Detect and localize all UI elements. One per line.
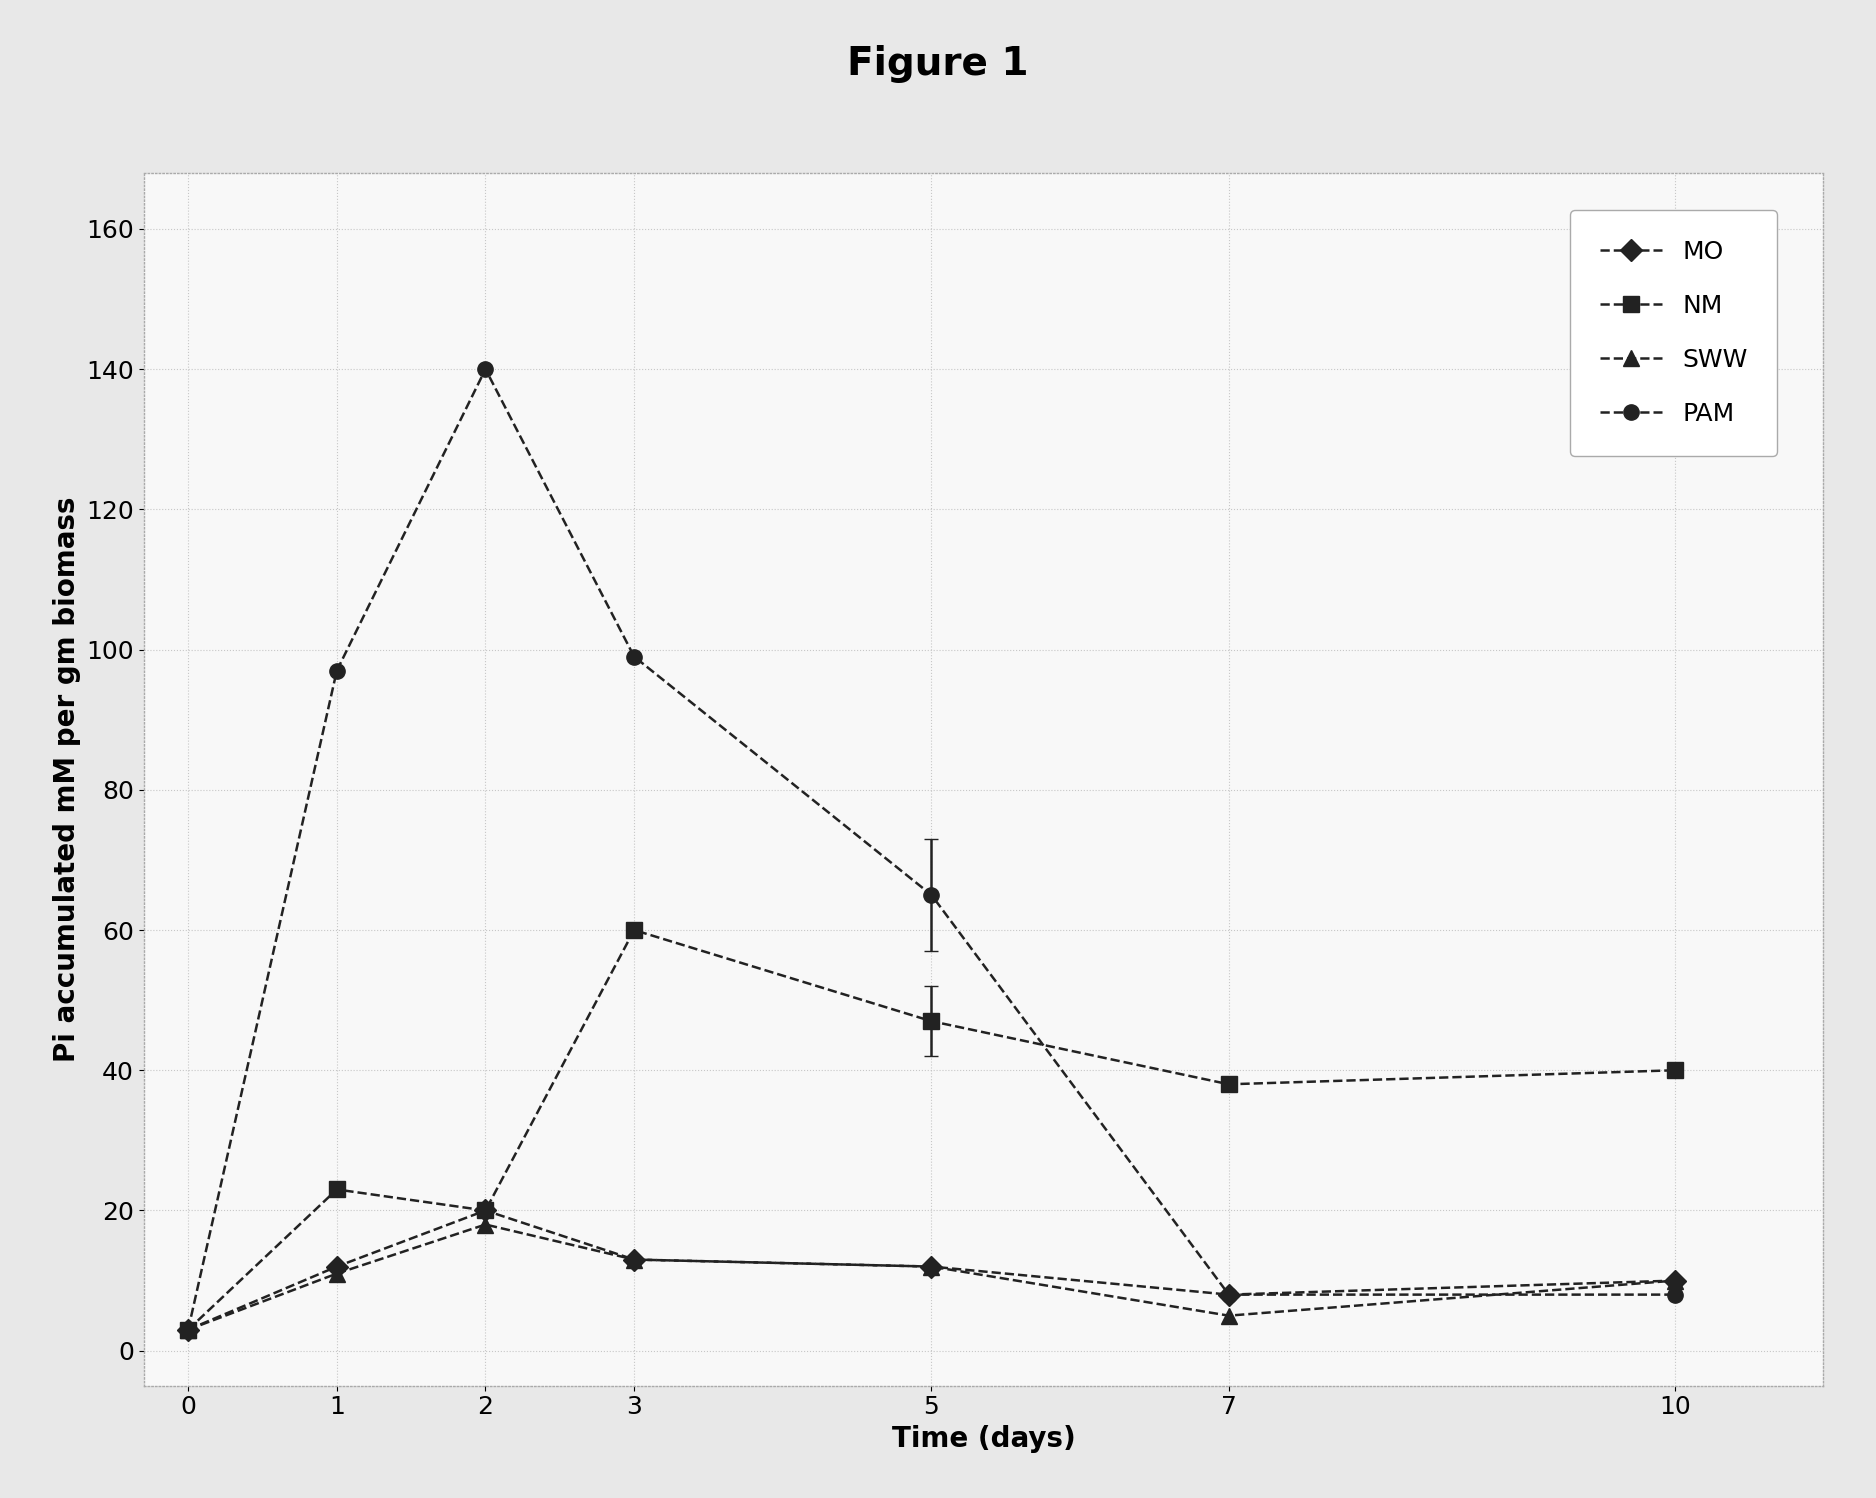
- SWW: [475, 1215, 497, 1233]
- Line: SWW: SWW: [180, 1216, 1683, 1338]
- Line: NM: NM: [180, 923, 1683, 1338]
- PAM: [1664, 1285, 1687, 1303]
- PAM: [1218, 1285, 1240, 1303]
- PAM: [475, 360, 497, 377]
- Line: MO: MO: [180, 1203, 1683, 1338]
- MO: [176, 1321, 199, 1339]
- PAM: [176, 1321, 199, 1339]
- PAM: [326, 662, 349, 680]
- MO: [1664, 1272, 1687, 1290]
- SWW: [1218, 1306, 1240, 1324]
- NM: [1664, 1061, 1687, 1079]
- Y-axis label: Pi accumulated mM per gm biomass: Pi accumulated mM per gm biomass: [53, 496, 81, 1062]
- SWW: [326, 1264, 349, 1282]
- NM: [623, 921, 645, 939]
- SWW: [623, 1251, 645, 1269]
- NM: [176, 1321, 199, 1339]
- SWW: [176, 1321, 199, 1339]
- NM: [1218, 1076, 1240, 1094]
- PAM: [921, 885, 944, 903]
- SWW: [1664, 1272, 1687, 1290]
- PAM: [623, 647, 645, 665]
- Legend: MO, NM, SWW, PAM: MO, NM, SWW, PAM: [1570, 210, 1777, 455]
- Line: PAM: PAM: [180, 361, 1683, 1338]
- NM: [326, 1180, 349, 1198]
- Text: Figure 1: Figure 1: [848, 45, 1028, 82]
- NM: [475, 1201, 497, 1219]
- MO: [623, 1251, 645, 1269]
- SWW: [921, 1258, 944, 1276]
- MO: [1218, 1285, 1240, 1303]
- MO: [475, 1201, 497, 1219]
- X-axis label: Time (days): Time (days): [891, 1425, 1075, 1453]
- NM: [921, 1013, 944, 1031]
- MO: [921, 1258, 944, 1276]
- MO: [326, 1258, 349, 1276]
